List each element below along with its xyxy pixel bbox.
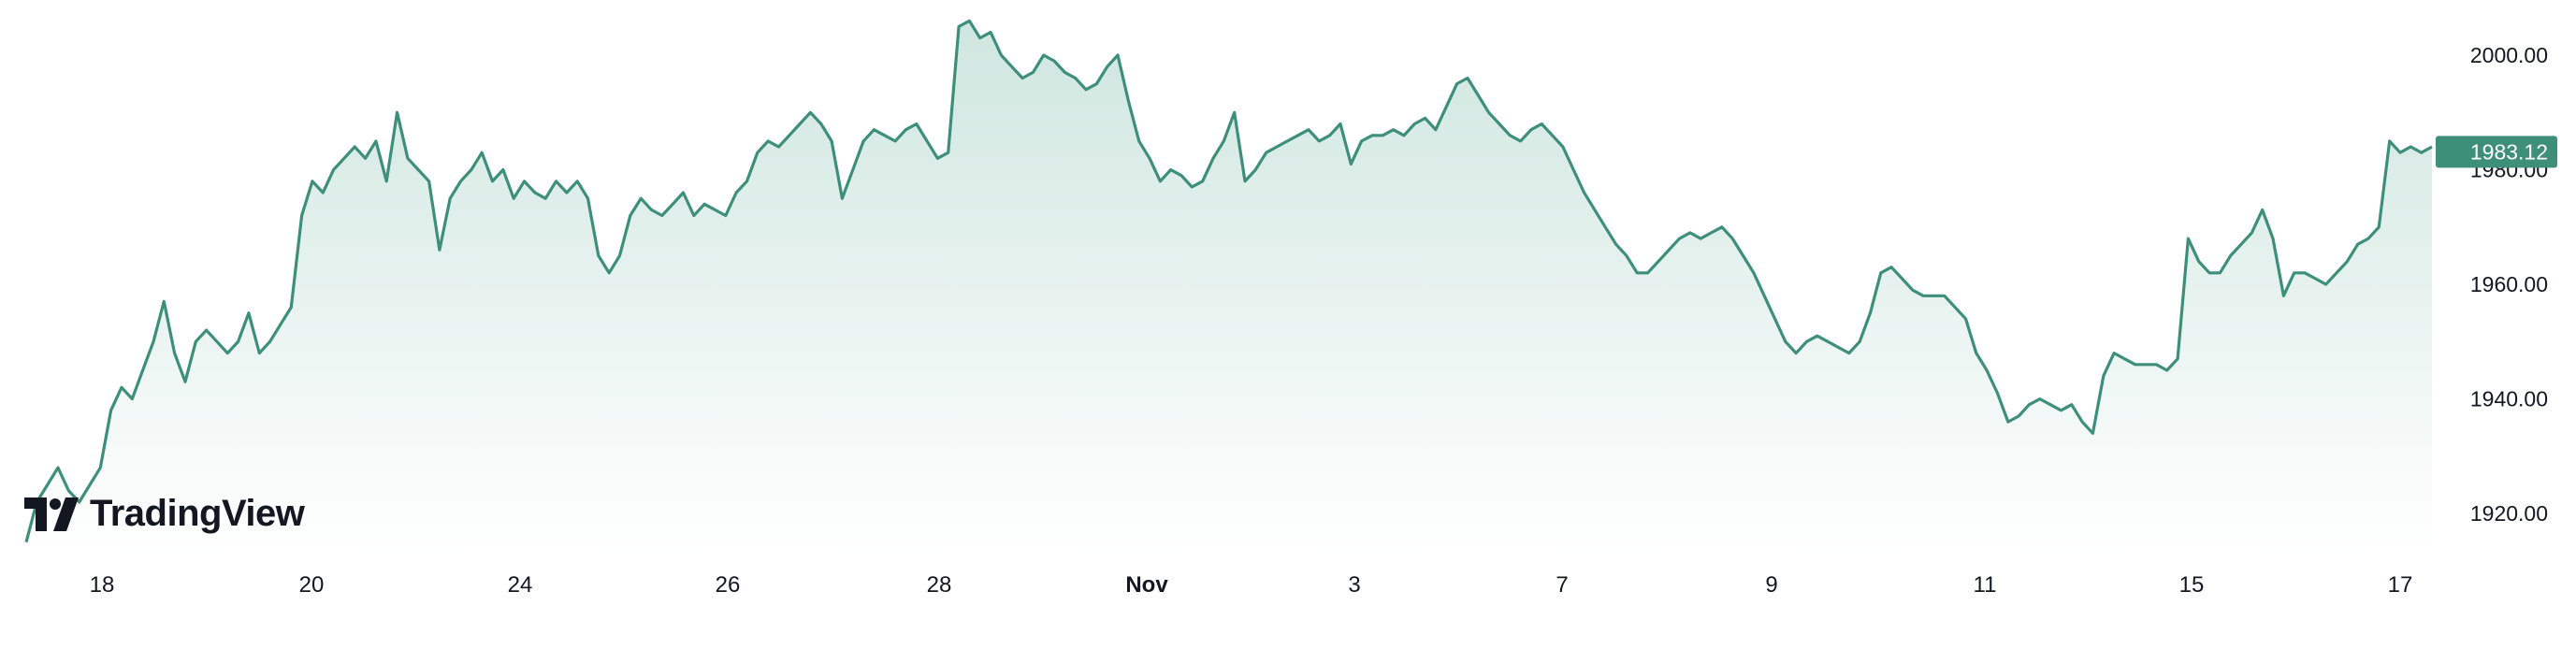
time-axis[interactable]: 18 20 24 26 28 Nov 3 7 9 11 15 17 xyxy=(90,572,2413,598)
last-price-marker: 1983.12 xyxy=(2436,136,2557,168)
y-tick-label: 1940.00 xyxy=(2470,387,2548,411)
last-price-label-background xyxy=(2436,136,2557,168)
x-tick-label: 18 xyxy=(90,572,115,598)
y-tick-label: 2000.00 xyxy=(2470,43,2548,67)
y-tick-label: 1960.00 xyxy=(2470,272,2548,296)
last-price-label: 1983.12 xyxy=(2470,139,2548,164)
x-tick-label: 26 xyxy=(716,572,741,598)
plot-area xyxy=(24,19,2433,555)
x-tick-label: 9 xyxy=(1765,572,1777,598)
x-tick-label: 28 xyxy=(927,572,952,598)
x-tick-label: 11 xyxy=(1974,572,1997,598)
tradingview-logo-text: TradingView xyxy=(90,493,305,534)
x-tick-label: 7 xyxy=(1556,572,1568,598)
x-tick-label: 20 xyxy=(299,572,325,598)
tradingview-logo-icon xyxy=(24,497,79,531)
y-tick-label: 1920.00 xyxy=(2470,501,2548,526)
x-tick-label: 15 xyxy=(2179,572,2205,598)
price-area-fill xyxy=(26,21,2432,555)
x-tick-label: 17 xyxy=(2388,572,2413,598)
x-tick-label: 3 xyxy=(1348,572,1360,598)
tradingview-logo[interactable]: TradingView xyxy=(24,493,305,535)
x-tick-label: Nov xyxy=(1125,572,1168,598)
x-tick-label: 24 xyxy=(508,572,533,598)
price-line xyxy=(24,19,2433,543)
